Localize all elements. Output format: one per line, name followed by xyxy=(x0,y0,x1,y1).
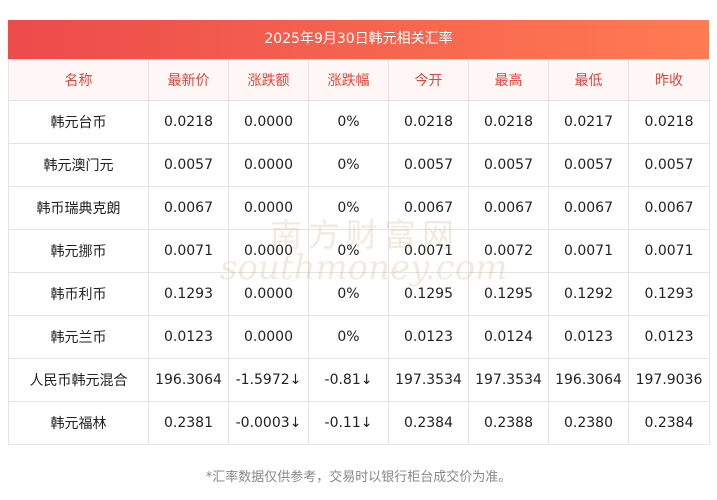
cell-low: 0.0217 xyxy=(548,100,629,144)
cell-name: 韩元福林 xyxy=(8,401,149,445)
header-open: 今开 xyxy=(388,59,469,101)
cell-last: 0.0218 xyxy=(148,100,229,144)
table-row: 韩元台币 0.0218 0.0000 0% 0.0218 0.0218 0.02… xyxy=(8,100,710,144)
footnote: *汇率数据仅供参考，交易时以银行柜台成交价为准。 xyxy=(205,470,512,485)
header-name: 名称 xyxy=(8,59,149,101)
cell-prev-close: 0.1293 xyxy=(628,272,710,316)
cell-low: 0.0123 xyxy=(548,315,629,359)
cell-high: 0.0057 xyxy=(468,143,549,187)
cell-open: 0.1295 xyxy=(388,272,469,316)
cell-low: 0.2380 xyxy=(548,401,629,445)
cell-last: 196.3064 xyxy=(148,358,229,402)
cell-change: -1.5972↓ xyxy=(228,358,309,402)
header-low: 最低 xyxy=(548,59,629,101)
cell-last: 0.0057 xyxy=(148,143,229,187)
cell-low: 0.0067 xyxy=(548,186,629,230)
cell-change: 0.0000 xyxy=(228,272,309,316)
cell-change: -0.0003↓ xyxy=(228,401,309,445)
header-change: 涨跌额 xyxy=(228,59,309,101)
cell-prev-close: 0.0218 xyxy=(628,100,710,144)
cell-last: 0.0123 xyxy=(148,315,229,359)
cell-change-pct: -0.11↓ xyxy=(308,401,389,445)
cell-open: 0.0067 xyxy=(388,186,469,230)
cell-change: 0.0000 xyxy=(228,315,309,359)
cell-change: 0.0000 xyxy=(228,229,309,273)
cell-open: 0.0057 xyxy=(388,143,469,187)
cell-low: 0.0057 xyxy=(548,143,629,187)
cell-change-pct: 0% xyxy=(308,186,389,230)
exchange-rate-table: 名称 最新价 涨跌额 涨跌幅 今开 最高 最低 昨收 韩元台币 0.0218 0… xyxy=(8,59,710,445)
cell-last: 0.0067 xyxy=(148,186,229,230)
cell-name: 韩币瑞典克朗 xyxy=(8,186,149,230)
table-row: 韩币瑞典克朗 0.0067 0.0000 0% 0.0067 0.0067 0.… xyxy=(8,186,710,230)
header-high: 最高 xyxy=(468,59,549,101)
cell-prev-close: 0.2384 xyxy=(628,401,710,445)
table-row: 韩元福林 0.2381 -0.0003↓ -0.11↓ 0.2384 0.238… xyxy=(8,401,710,445)
cell-name: 韩元澳门元 xyxy=(8,143,149,187)
cell-high: 0.0124 xyxy=(468,315,549,359)
cell-change-pct: 0% xyxy=(308,315,389,359)
table-row: 韩元澳门元 0.0057 0.0000 0% 0.0057 0.0057 0.0… xyxy=(8,143,710,187)
cell-open: 0.0071 xyxy=(388,229,469,273)
header-row: 名称 最新价 涨跌额 涨跌幅 今开 最高 最低 昨收 xyxy=(8,59,710,101)
cell-change-pct: 0% xyxy=(308,229,389,273)
cell-prev-close: 0.0071 xyxy=(628,229,710,273)
header-last: 最新价 xyxy=(148,59,229,101)
table-row: 韩元兰币 0.0123 0.0000 0% 0.0123 0.0124 0.01… xyxy=(8,315,710,359)
cell-prev-close: 0.0123 xyxy=(628,315,710,359)
cell-name: 人民币韩元混合 xyxy=(8,358,149,402)
cell-open: 0.0218 xyxy=(388,100,469,144)
cell-low: 196.3064 xyxy=(548,358,629,402)
table-row: 韩币利币 0.1293 0.0000 0% 0.1295 0.1295 0.12… xyxy=(8,272,710,316)
cell-name: 韩元兰币 xyxy=(8,315,149,359)
cell-name: 韩币利币 xyxy=(8,272,149,316)
cell-high: 0.2388 xyxy=(468,401,549,445)
cell-high: 0.0218 xyxy=(468,100,549,144)
cell-high: 0.0072 xyxy=(468,229,549,273)
cell-change: 0.0000 xyxy=(228,100,309,144)
cell-prev-close: 0.0057 xyxy=(628,143,710,187)
cell-last: 0.0071 xyxy=(148,229,229,273)
cell-change: 0.0000 xyxy=(228,186,309,230)
cell-low: 0.0071 xyxy=(548,229,629,273)
cell-prev-close: 197.9036 xyxy=(628,358,710,402)
cell-last: 0.2381 xyxy=(148,401,229,445)
cell-change-pct: 0% xyxy=(308,272,389,316)
table-title: 2025年9月30日韩元相关汇率 xyxy=(8,20,709,59)
cell-name: 韩元台币 xyxy=(8,100,149,144)
cell-prev-close: 0.0067 xyxy=(628,186,710,230)
cell-high: 0.1295 xyxy=(468,272,549,316)
cell-low: 0.1292 xyxy=(548,272,629,316)
header-change-pct: 涨跌幅 xyxy=(308,59,389,101)
header-prev-close: 昨收 xyxy=(628,59,710,101)
cell-open: 0.0123 xyxy=(388,315,469,359)
table-row: 韩元挪币 0.0071 0.0000 0% 0.0071 0.0072 0.00… xyxy=(8,229,710,273)
cell-change-pct: 0% xyxy=(308,143,389,187)
cell-change-pct: 0% xyxy=(308,100,389,144)
cell-change: 0.0000 xyxy=(228,143,309,187)
table-row: 人民币韩元混合 196.3064 -1.5972↓ -0.81↓ 197.353… xyxy=(8,358,710,402)
cell-high: 0.0067 xyxy=(468,186,549,230)
cell-change-pct: -0.81↓ xyxy=(308,358,389,402)
cell-open: 197.3534 xyxy=(388,358,469,402)
cell-high: 197.3534 xyxy=(468,358,549,402)
cell-last: 0.1293 xyxy=(148,272,229,316)
cell-name: 韩元挪币 xyxy=(8,229,149,273)
cell-open: 0.2384 xyxy=(388,401,469,445)
